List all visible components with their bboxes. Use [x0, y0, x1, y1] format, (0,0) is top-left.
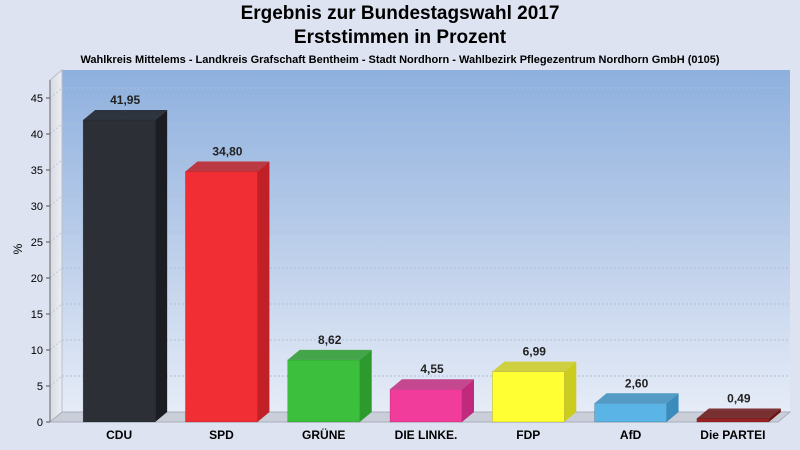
bar-top — [390, 379, 474, 390]
value-label: 4,55 — [420, 362, 444, 376]
bar-top — [696, 408, 781, 419]
bar-side — [359, 349, 372, 422]
value-label: 0,49 — [727, 391, 751, 405]
title-block: Ergebnis zur Bundestagswahl 2017 Erststi… — [0, 2, 800, 67]
x-tick-label: FDP — [516, 428, 540, 442]
y-tick-label: 10 — [31, 345, 43, 357]
gridline-wall — [49, 159, 63, 171]
bar-spd — [185, 171, 258, 423]
bar-top — [185, 161, 270, 172]
y-tick-label: 5 — [37, 381, 43, 393]
gridline-wall — [49, 123, 63, 135]
gridline-wall — [49, 303, 63, 315]
bar-side — [155, 109, 168, 423]
bar-die-partei — [696, 418, 770, 423]
bar-side — [666, 393, 679, 422]
gridline-wall — [49, 339, 63, 351]
gridline-wall — [49, 267, 63, 279]
x-tick-label: Die PARTEI — [700, 428, 765, 442]
bar-afd — [594, 402, 667, 423]
bar-side — [768, 408, 781, 422]
bar-gr-ne — [287, 359, 361, 423]
y-tick-label: 40 — [31, 129, 43, 141]
plot-background — [62, 70, 790, 412]
y-tick-label: 35 — [31, 165, 43, 177]
bar-cdu — [82, 119, 156, 423]
value-label: 41,95 — [110, 93, 140, 107]
bar-side — [462, 379, 474, 422]
gridline-wall — [49, 231, 63, 243]
gridline-wall — [49, 375, 63, 387]
y-axis-label: % — [11, 243, 25, 254]
gridline-wall — [49, 195, 63, 207]
bar-top — [492, 361, 577, 372]
chart-title: Ergebnis zur Bundestagswahl 2017 — [240, 3, 560, 24]
y-tick-label: 0 — [37, 417, 43, 429]
value-label: 34,80 — [212, 144, 242, 158]
x-tick-label: SPD — [209, 428, 234, 442]
y-tick-label: 25 — [31, 237, 43, 249]
y-tick-label: 15 — [31, 309, 43, 321]
chart-title-line2: Erststimmen in Prozent — [293, 27, 507, 48]
y-tick-label: 30 — [31, 201, 43, 213]
x-tick-label: AfD — [620, 428, 642, 442]
y-tick-label: 45 — [31, 93, 43, 105]
value-label: 8,62 — [318, 333, 342, 347]
bar-die-linke- — [389, 388, 463, 423]
bar-top — [287, 349, 372, 360]
gridline-wall — [49, 87, 63, 99]
bar-side — [564, 361, 577, 422]
x-tick-label: DIE LINKE. — [395, 428, 458, 442]
value-label: 6,99 — [523, 345, 547, 359]
x-tick-label: CDU — [106, 428, 132, 442]
bar-fdp — [491, 371, 565, 423]
value-label: 2,60 — [625, 376, 649, 390]
y-tick-label: 20 — [31, 273, 43, 285]
plot-side-wall — [49, 68, 63, 424]
bar-top — [83, 109, 168, 120]
bar-top — [594, 393, 679, 404]
bar-side — [257, 161, 270, 422]
x-tick-label: GRÜNE — [302, 427, 345, 442]
chart-subtitle: Wahlkreis Mittelems - Landkreis Grafscha… — [80, 54, 720, 66]
